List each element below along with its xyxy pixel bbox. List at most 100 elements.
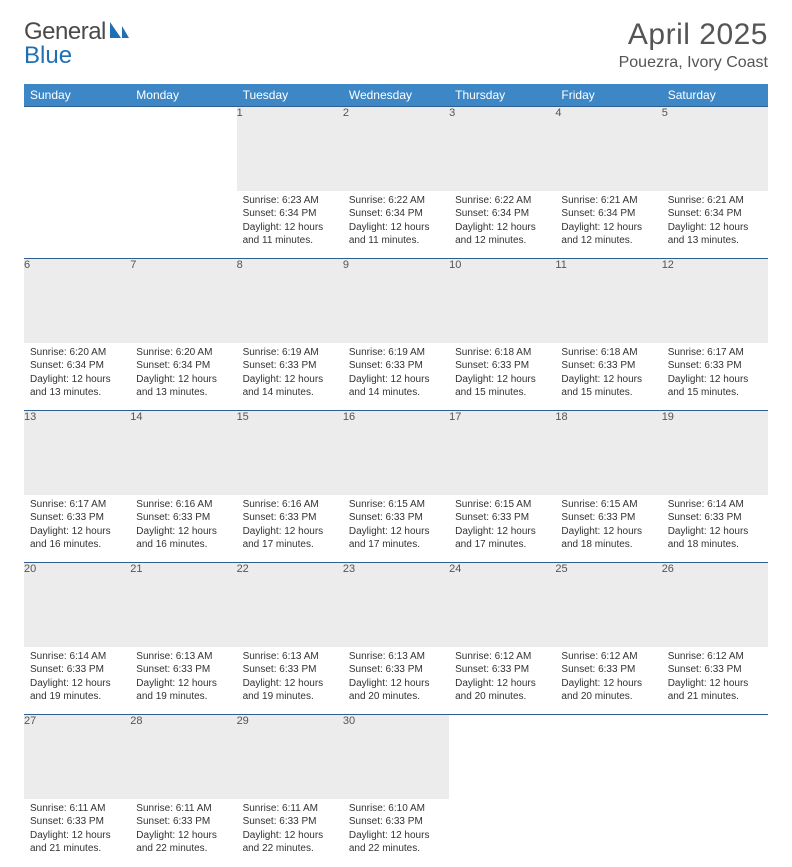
sunset-text: Sunset: 6:33 PM <box>668 511 762 525</box>
sunrise-text: Sunrise: 6:16 AM <box>136 498 230 512</box>
day-number-cell: 28 <box>130 715 236 799</box>
day-cell: Sunrise: 6:18 AMSunset: 6:33 PMDaylight:… <box>555 343 661 411</box>
week-body-row: Sunrise: 6:11 AMSunset: 6:33 PMDaylight:… <box>24 799 768 867</box>
sunset-text: Sunset: 6:33 PM <box>455 663 549 677</box>
day-number-cell: 26 <box>662 563 768 647</box>
day-header: Tuesday <box>237 84 343 107</box>
day-cell: Sunrise: 6:12 AMSunset: 6:33 PMDaylight:… <box>555 647 661 715</box>
day-cell-body: Sunrise: 6:17 AMSunset: 6:33 PMDaylight:… <box>24 495 130 556</box>
day-cell-body: Sunrise: 6:12 AMSunset: 6:33 PMDaylight:… <box>555 647 661 708</box>
day-cell-body: Sunrise: 6:12 AMSunset: 6:33 PMDaylight:… <box>662 647 768 708</box>
sunset-text: Sunset: 6:33 PM <box>136 663 230 677</box>
daynum-row: 12345 <box>24 107 768 191</box>
day-cell-body: Sunrise: 6:19 AMSunset: 6:33 PMDaylight:… <box>237 343 343 404</box>
daylight-text: Daylight: 12 hours and 15 minutes. <box>668 373 762 400</box>
day-cell-body: Sunrise: 6:16 AMSunset: 6:33 PMDaylight:… <box>130 495 236 556</box>
sunset-text: Sunset: 6:33 PM <box>243 815 337 829</box>
day-cell: Sunrise: 6:18 AMSunset: 6:33 PMDaylight:… <box>449 343 555 411</box>
sunrise-text: Sunrise: 6:13 AM <box>349 650 443 664</box>
day-number-cell: 24 <box>449 563 555 647</box>
day-number-cell: 2 <box>343 107 449 191</box>
day-number-cell: 25 <box>555 563 661 647</box>
day-cell: Sunrise: 6:22 AMSunset: 6:34 PMDaylight:… <box>449 191 555 259</box>
sunrise-text: Sunrise: 6:16 AM <box>243 498 337 512</box>
daylight-text: Daylight: 12 hours and 14 minutes. <box>243 373 337 400</box>
day-cell: Sunrise: 6:23 AMSunset: 6:34 PMDaylight:… <box>237 191 343 259</box>
day-cell-body: Sunrise: 6:14 AMSunset: 6:33 PMDaylight:… <box>24 647 130 708</box>
day-cell: Sunrise: 6:16 AMSunset: 6:33 PMDaylight:… <box>237 495 343 563</box>
sunset-text: Sunset: 6:33 PM <box>30 815 124 829</box>
daylight-text: Daylight: 12 hours and 14 minutes. <box>349 373 443 400</box>
sunrise-text: Sunrise: 6:11 AM <box>243 802 337 816</box>
day-cell-body: Sunrise: 6:22 AMSunset: 6:34 PMDaylight:… <box>343 191 449 252</box>
day-cell-body: Sunrise: 6:13 AMSunset: 6:33 PMDaylight:… <box>343 647 449 708</box>
day-number-cell: 27 <box>24 715 130 799</box>
day-cell: Sunrise: 6:19 AMSunset: 6:33 PMDaylight:… <box>343 343 449 411</box>
sunrise-text: Sunrise: 6:17 AM <box>30 498 124 512</box>
daylight-text: Daylight: 12 hours and 15 minutes. <box>561 373 655 400</box>
day-number-cell: 20 <box>24 563 130 647</box>
day-cell: Sunrise: 6:15 AMSunset: 6:33 PMDaylight:… <box>449 495 555 563</box>
sunrise-text: Sunrise: 6:20 AM <box>30 346 124 360</box>
day-cell: Sunrise: 6:20 AMSunset: 6:34 PMDaylight:… <box>130 343 236 411</box>
day-cell: Sunrise: 6:21 AMSunset: 6:34 PMDaylight:… <box>555 191 661 259</box>
sunrise-text: Sunrise: 6:21 AM <box>561 194 655 208</box>
day-number-cell: 15 <box>237 411 343 495</box>
sunrise-text: Sunrise: 6:12 AM <box>668 650 762 664</box>
week-body-row: Sunrise: 6:14 AMSunset: 6:33 PMDaylight:… <box>24 647 768 715</box>
day-cell: Sunrise: 6:14 AMSunset: 6:33 PMDaylight:… <box>24 647 130 715</box>
day-cell: Sunrise: 6:17 AMSunset: 6:33 PMDaylight:… <box>662 343 768 411</box>
day-cell: Sunrise: 6:11 AMSunset: 6:33 PMDaylight:… <box>24 799 130 867</box>
day-cell-body: Sunrise: 6:11 AMSunset: 6:33 PMDaylight:… <box>237 799 343 860</box>
day-header: Sunday <box>24 84 130 107</box>
day-number-cell: 21 <box>130 563 236 647</box>
day-cell-body: Sunrise: 6:15 AMSunset: 6:33 PMDaylight:… <box>343 495 449 556</box>
day-cell-body: Sunrise: 6:10 AMSunset: 6:33 PMDaylight:… <box>343 799 449 860</box>
day-cell: Sunrise: 6:15 AMSunset: 6:33 PMDaylight:… <box>555 495 661 563</box>
daylight-text: Daylight: 12 hours and 20 minutes. <box>349 677 443 704</box>
sunrise-text: Sunrise: 6:11 AM <box>30 802 124 816</box>
day-number-cell: 12 <box>662 259 768 343</box>
sunset-text: Sunset: 6:34 PM <box>349 207 443 221</box>
sunset-text: Sunset: 6:33 PM <box>30 663 124 677</box>
location: Pouezra, Ivory Coast <box>619 54 768 72</box>
sunrise-text: Sunrise: 6:15 AM <box>455 498 549 512</box>
daylight-text: Daylight: 12 hours and 12 minutes. <box>455 221 549 248</box>
sunrise-text: Sunrise: 6:18 AM <box>455 346 549 360</box>
sunset-text: Sunset: 6:33 PM <box>561 359 655 373</box>
daynum-row: 20212223242526 <box>24 563 768 647</box>
day-number-cell <box>662 715 768 799</box>
sunrise-text: Sunrise: 6:19 AM <box>349 346 443 360</box>
sunset-text: Sunset: 6:33 PM <box>349 815 443 829</box>
day-cell <box>449 799 555 867</box>
sunset-text: Sunset: 6:33 PM <box>136 815 230 829</box>
sunrise-text: Sunrise: 6:23 AM <box>243 194 337 208</box>
day-number-cell <box>24 107 130 191</box>
sunset-text: Sunset: 6:33 PM <box>243 511 337 525</box>
day-number-cell: 14 <box>130 411 236 495</box>
daylight-text: Daylight: 12 hours and 17 minutes. <box>243 525 337 552</box>
day-cell-body: Sunrise: 6:22 AMSunset: 6:34 PMDaylight:… <box>449 191 555 252</box>
sunrise-text: Sunrise: 6:15 AM <box>349 498 443 512</box>
sunset-text: Sunset: 6:33 PM <box>136 511 230 525</box>
day-cell: Sunrise: 6:22 AMSunset: 6:34 PMDaylight:… <box>343 191 449 259</box>
sunset-text: Sunset: 6:33 PM <box>561 511 655 525</box>
day-number-cell: 10 <box>449 259 555 343</box>
sunset-text: Sunset: 6:33 PM <box>349 663 443 677</box>
calendar-table: Sunday Monday Tuesday Wednesday Thursday… <box>24 84 768 867</box>
sunrise-text: Sunrise: 6:19 AM <box>243 346 337 360</box>
day-cell-body: Sunrise: 6:19 AMSunset: 6:33 PMDaylight:… <box>343 343 449 404</box>
sunset-text: Sunset: 6:33 PM <box>455 359 549 373</box>
daynum-row: 6789101112 <box>24 259 768 343</box>
day-cell: Sunrise: 6:17 AMSunset: 6:33 PMDaylight:… <box>24 495 130 563</box>
day-number-cell: 13 <box>24 411 130 495</box>
sunrise-text: Sunrise: 6:17 AM <box>668 346 762 360</box>
day-number-cell <box>130 107 236 191</box>
day-cell-body: Sunrise: 6:17 AMSunset: 6:33 PMDaylight:… <box>662 343 768 404</box>
daylight-text: Daylight: 12 hours and 11 minutes. <box>349 221 443 248</box>
daylight-text: Daylight: 12 hours and 13 minutes. <box>668 221 762 248</box>
day-cell: Sunrise: 6:13 AMSunset: 6:33 PMDaylight:… <box>343 647 449 715</box>
day-cell <box>130 191 236 259</box>
sunset-text: Sunset: 6:34 PM <box>243 207 337 221</box>
sunrise-text: Sunrise: 6:22 AM <box>349 194 443 208</box>
